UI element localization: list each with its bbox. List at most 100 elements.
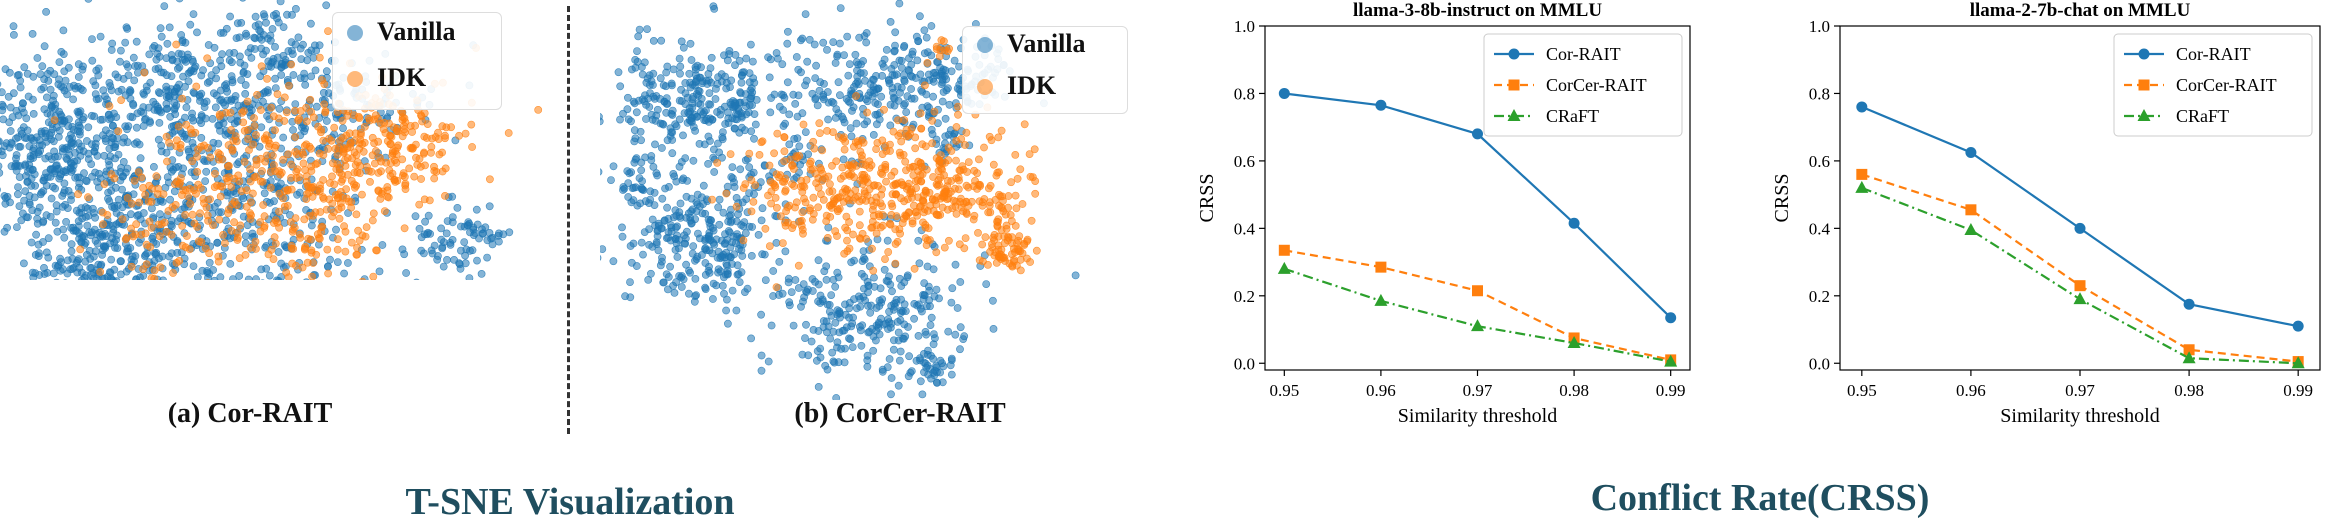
scatter-point bbox=[736, 165, 745, 174]
vanilla-cluster bbox=[383, 192, 514, 280]
scatter-point bbox=[819, 317, 828, 325]
tsne-section-title: T-SNE Visualization bbox=[405, 481, 735, 523]
scatter-point bbox=[468, 143, 476, 151]
scatter-point bbox=[742, 54, 751, 63]
scatter-point bbox=[42, 181, 51, 190]
scatter-point bbox=[67, 240, 76, 249]
scatter-point bbox=[88, 35, 96, 43]
data-point bbox=[1277, 261, 1291, 274]
scatter-point bbox=[681, 239, 690, 248]
scatter-point bbox=[835, 39, 844, 48]
scatter-point bbox=[831, 282, 840, 291]
scatter-point bbox=[386, 132, 395, 140]
scatter-point bbox=[303, 56, 312, 65]
scatter-point bbox=[801, 334, 809, 342]
scatter-point bbox=[920, 368, 928, 377]
scatter-point bbox=[789, 321, 798, 330]
scatter-point bbox=[257, 62, 266, 71]
scatter-point bbox=[203, 211, 212, 220]
data-point bbox=[1472, 285, 1483, 297]
scatter-point bbox=[864, 328, 873, 337]
scatter-point bbox=[327, 136, 336, 145]
scatter-point bbox=[179, 164, 187, 173]
scatter-point bbox=[127, 224, 136, 233]
scatter-point bbox=[279, 23, 288, 31]
scatter-point bbox=[927, 22, 936, 30]
scatter-point bbox=[149, 97, 158, 106]
scatter-point bbox=[770, 90, 779, 99]
scatter-point bbox=[723, 270, 732, 279]
scatter-point bbox=[897, 56, 906, 65]
scatter-point bbox=[200, 141, 208, 150]
scatter-point bbox=[1031, 189, 1040, 198]
scatter-point bbox=[745, 69, 754, 77]
scatter-point bbox=[726, 243, 735, 252]
idk-cluster bbox=[975, 190, 1020, 226]
scatter-point bbox=[178, 221, 187, 230]
scatter-point bbox=[681, 154, 690, 162]
scatter-point bbox=[683, 176, 691, 185]
scatter-point bbox=[124, 71, 133, 80]
idk-cluster bbox=[260, 159, 385, 280]
scatter-point bbox=[876, 199, 885, 207]
scatter-point bbox=[677, 283, 686, 291]
scatter-point bbox=[268, 25, 277, 33]
scatter-point bbox=[956, 323, 965, 332]
scatter-point bbox=[132, 220, 141, 229]
scatter-point bbox=[890, 71, 899, 80]
scatter-point bbox=[306, 95, 315, 104]
scatter-point bbox=[205, 77, 214, 86]
scatter-point bbox=[95, 228, 104, 237]
scatter-point bbox=[197, 133, 206, 142]
scatter-point bbox=[154, 64, 163, 73]
scatter-point bbox=[400, 172, 409, 181]
tsne-caption-b: (b) CorCer-RAIT bbox=[794, 398, 1006, 429]
scatter-point bbox=[890, 46, 899, 55]
scatter-point bbox=[808, 215, 817, 224]
scatter-point bbox=[785, 110, 794, 119]
scatter-point bbox=[231, 132, 240, 140]
scatter-point bbox=[864, 288, 872, 297]
scatter-point bbox=[623, 93, 632, 102]
scatter-point bbox=[986, 181, 995, 190]
scatter-point bbox=[438, 243, 447, 251]
scatter-point bbox=[836, 313, 844, 322]
scatter-point bbox=[823, 300, 832, 309]
scatter-point bbox=[956, 345, 964, 354]
scatter-point bbox=[69, 139, 78, 148]
scatter-point bbox=[287, 60, 296, 69]
scatter-point bbox=[256, 106, 265, 114]
scatter-point bbox=[658, 194, 667, 203]
scatter-point bbox=[780, 147, 789, 156]
scatter-point bbox=[787, 288, 796, 296]
scatter-point bbox=[60, 67, 69, 76]
scatter-point bbox=[846, 335, 855, 344]
scatter-point bbox=[887, 199, 896, 208]
x-tick-label: 0.96 bbox=[1956, 381, 1986, 400]
scatter-point bbox=[952, 209, 961, 218]
scatter-point bbox=[58, 119, 67, 128]
scatter-point bbox=[109, 228, 118, 237]
scatter-point bbox=[130, 176, 139, 185]
data-point bbox=[1567, 336, 1581, 349]
scatter-point bbox=[206, 153, 215, 162]
scatter-point bbox=[823, 233, 832, 242]
scatter-point bbox=[383, 192, 392, 201]
scatter-point bbox=[767, 199, 775, 208]
scatter-point bbox=[814, 382, 823, 391]
y-tick-label: 0.6 bbox=[1234, 152, 1255, 171]
scatter-point bbox=[354, 226, 362, 235]
scatter-point bbox=[283, 10, 291, 19]
scatter-point bbox=[167, 222, 176, 231]
scatter-point bbox=[186, 199, 195, 208]
scatter-point bbox=[87, 160, 96, 168]
scatter-point bbox=[841, 223, 850, 232]
scatter-point bbox=[301, 81, 310, 89]
scatter-point bbox=[271, 43, 279, 51]
scatter-point bbox=[920, 205, 929, 213]
scatter-point bbox=[940, 171, 948, 179]
scatter-point bbox=[724, 108, 732, 117]
scatter-point bbox=[340, 156, 349, 164]
scatter-point bbox=[953, 304, 962, 312]
scatter-point bbox=[155, 89, 164, 98]
